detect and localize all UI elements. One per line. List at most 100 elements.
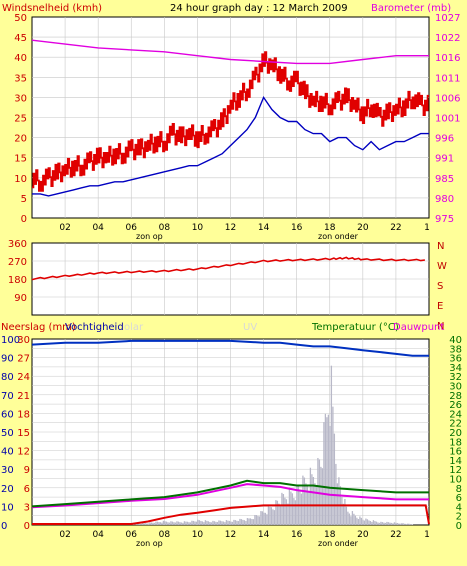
uv-bar: [269, 506, 271, 525]
wind-tick-label: 0: [21, 214, 27, 225]
uv-bar: [264, 512, 267, 525]
uv-bar: [224, 522, 226, 525]
uv-bar: [273, 510, 276, 525]
uv-bar: [351, 511, 354, 525]
wind-tick-label: 5: [21, 194, 27, 205]
wind-x-tick-label: 10: [192, 223, 204, 233]
uv-bar: [360, 517, 363, 525]
uv-bar: [320, 466, 322, 525]
uv-bar: [159, 522, 162, 525]
uv-bar: [374, 521, 376, 525]
uv-bar: [398, 523, 400, 525]
uv-bar: [168, 522, 171, 525]
uv-bar: [170, 521, 172, 525]
uv-bar: [186, 521, 189, 525]
uv-bar: [290, 491, 292, 525]
uv-bar: [281, 492, 283, 525]
wind-tick-label: 40: [14, 53, 27, 64]
uv-bar: [389, 522, 391, 525]
uv-bar: [204, 520, 207, 525]
temp-x-tick-label: 10: [192, 530, 204, 540]
uv-bar: [329, 425, 331, 525]
rain-tick-label: 27: [17, 354, 30, 365]
uv-bar: [155, 521, 157, 525]
wind-y-axis-labels: 0 5 10 15 20 25 30 35 40 45 50: [14, 13, 27, 225]
uv-bar: [230, 521, 232, 525]
uv-bar: [261, 511, 264, 525]
uv-bar: [317, 457, 319, 525]
uv-bar: [234, 520, 237, 525]
uv-bar: [407, 523, 409, 525]
humidity-tick-label: 50: [1, 428, 14, 439]
uv-bar: [227, 520, 229, 525]
uv-bar: [276, 500, 279, 525]
uv-bar: [138, 523, 141, 525]
uv-bar: [182, 522, 184, 525]
wind-tick-label: 30: [14, 93, 27, 104]
uv-bar: [252, 519, 255, 525]
uv-bar: [302, 475, 304, 525]
uv-bar: [395, 522, 397, 525]
sunset-label: zon onder: [318, 232, 359, 241]
wind-tick-label: 10: [14, 174, 27, 185]
direction-tick-label: 90: [14, 293, 27, 304]
uv-bar: [341, 496, 343, 525]
uv-bar: [312, 477, 315, 525]
wind-x-tick-label: 16: [291, 223, 303, 233]
uv-bar: [152, 522, 154, 525]
temperature-tick-label: 14: [449, 456, 462, 467]
uv-bar: [287, 503, 289, 525]
rain-tick-label: 6: [24, 484, 30, 495]
direction-grid: [32, 243, 429, 315]
barometer-tick-label: 1006: [435, 93, 460, 104]
temp-x-tick-label: 18: [324, 530, 336, 540]
uv-bar: [218, 520, 220, 525]
uv-bar: [173, 522, 175, 525]
uv-bar: [267, 505, 270, 525]
humidity-tick-label: 70: [1, 391, 14, 402]
temperature-tick-label: 30: [449, 382, 462, 393]
wind-x-tick-label: 08: [159, 223, 171, 233]
uv-bar: [221, 521, 223, 525]
uv-bar: [308, 492, 310, 525]
uv-bar: [161, 522, 163, 525]
barometer-tick-label: 985: [435, 174, 454, 185]
uv-bar: [251, 518, 253, 525]
uv-bar: [390, 522, 393, 525]
temperature-tick-label: 24: [449, 409, 462, 420]
wind-x-tick-label: 22: [390, 223, 401, 233]
temp-x-tick-label: 12: [225, 530, 236, 540]
wind-direction-line: [31, 256, 426, 281]
uv-bar: [174, 522, 177, 525]
humidity-tick-label: 80: [1, 372, 14, 383]
uv-bar: [198, 520, 201, 525]
uv-bar: [386, 521, 388, 525]
uv-bar: [404, 523, 406, 525]
uv-bar: [260, 511, 262, 525]
temp-x-tick-label: 20: [357, 530, 369, 540]
temperature-line: [31, 479, 429, 508]
rain-tick-label: 0: [24, 521, 30, 532]
temperature-tick-label: 28: [449, 391, 462, 402]
wind-average-line: [32, 95, 429, 197]
uv-bar: [233, 519, 235, 525]
uv-bar: [165, 521, 168, 525]
uv-bar: [362, 519, 364, 525]
uv-bar: [326, 417, 328, 525]
uv-bar: [146, 523, 148, 525]
temperature-tick-label: 10: [449, 475, 462, 486]
uv-bar: [300, 493, 303, 525]
sunrise-label: zon op: [136, 232, 163, 241]
uv-bar: [350, 516, 352, 525]
uv-bar: [201, 521, 204, 525]
uv-bar: [191, 520, 193, 525]
uv-bar: [309, 467, 312, 525]
uv-bar: [369, 521, 372, 525]
humidity-tick-label: 10: [1, 502, 14, 513]
uv-bar: [203, 522, 205, 525]
wind-gust-line: [32, 51, 429, 192]
temperature-tick-label: 4: [456, 502, 462, 513]
temperature-tick-label: 22: [449, 419, 462, 430]
temperature-tick-label: 32: [449, 372, 462, 383]
